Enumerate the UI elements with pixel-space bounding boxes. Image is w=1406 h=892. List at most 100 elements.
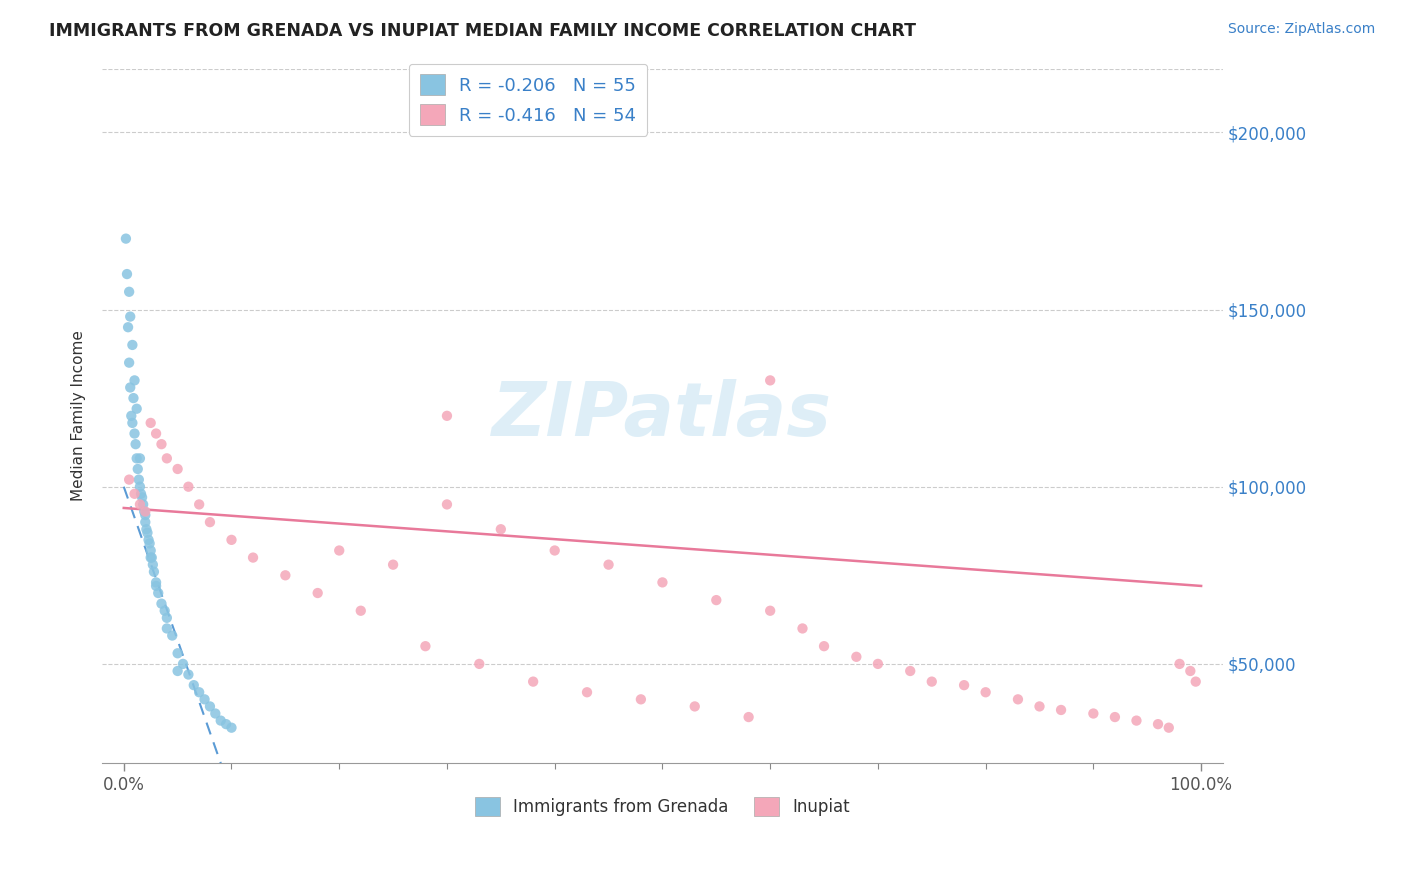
Point [139,416,162,430]
Point [974,685,997,699]
Point [115,232,138,246]
Point [468,657,491,671]
Point [156,611,179,625]
Point [131,491,153,505]
Point [148,586,170,600]
Point [1028,699,1050,714]
Point [1157,721,1180,735]
Point [350,604,373,618]
Point [198,515,221,529]
Point [1083,706,1105,721]
Point [120,310,142,324]
Point [153,604,176,618]
Point [124,487,146,501]
Point [141,550,163,565]
Point [128,473,150,487]
Point [215,717,238,731]
Point [759,373,782,387]
Point [544,543,567,558]
Point [221,721,243,735]
Point [120,409,142,423]
Point [156,451,179,466]
Point [136,525,159,540]
Point [142,565,165,579]
Point [138,533,160,547]
Point [576,685,599,699]
Point [172,657,194,671]
Point [1168,657,1191,671]
Point [134,515,156,529]
Point [598,558,620,572]
Point [737,710,759,724]
Point [118,285,141,299]
Point [124,437,146,451]
Point [630,692,652,706]
Point [122,391,145,405]
Point [489,522,512,536]
Point [1180,664,1202,678]
Point [204,706,226,721]
Point [129,480,152,494]
Point [1147,717,1170,731]
Point [121,338,143,352]
Point [813,639,835,653]
Point [436,409,458,423]
Y-axis label: Median Family Income: Median Family Income [72,330,86,501]
Point [866,657,889,671]
Point [436,497,458,511]
Point [139,543,162,558]
Legend: Immigrants from Grenada, Inupiat: Immigrants from Grenada, Inupiat [467,789,858,824]
Point [177,667,200,681]
Point [209,714,232,728]
Point [124,373,146,387]
Point [121,416,143,430]
Point [118,473,141,487]
Point [134,504,156,518]
Point [274,568,297,582]
Point [166,462,188,476]
Point [242,550,264,565]
Point [759,604,782,618]
Point [142,558,165,572]
Text: Source: ZipAtlas.com: Source: ZipAtlas.com [1227,22,1375,37]
Point [150,597,173,611]
Point [221,533,243,547]
Point [198,699,221,714]
Point [845,649,868,664]
Point [1125,714,1147,728]
Point [138,536,160,550]
Point [183,678,205,692]
Point [132,497,155,511]
Point [125,451,148,466]
Point [382,558,405,572]
Point [177,480,200,494]
Point [134,504,156,518]
Point [120,380,142,394]
Point [129,451,152,466]
Point [156,622,179,636]
Point [704,593,727,607]
Point [898,664,921,678]
Point [188,685,211,699]
Point [117,320,139,334]
Point [124,426,146,441]
Text: ZIPatlas: ZIPatlas [492,379,832,452]
Point [150,437,173,451]
Point [415,639,437,653]
Point [307,586,329,600]
Point [953,678,976,692]
Point [125,401,148,416]
Point [135,522,157,536]
Point [1184,674,1206,689]
Point [1104,710,1126,724]
Point [129,497,152,511]
Point [162,628,184,642]
Point [145,575,167,590]
Point [792,622,814,636]
Point [1007,692,1029,706]
Point [129,487,152,501]
Point [683,699,706,714]
Point [328,543,350,558]
Point [139,550,162,565]
Point [921,674,943,689]
